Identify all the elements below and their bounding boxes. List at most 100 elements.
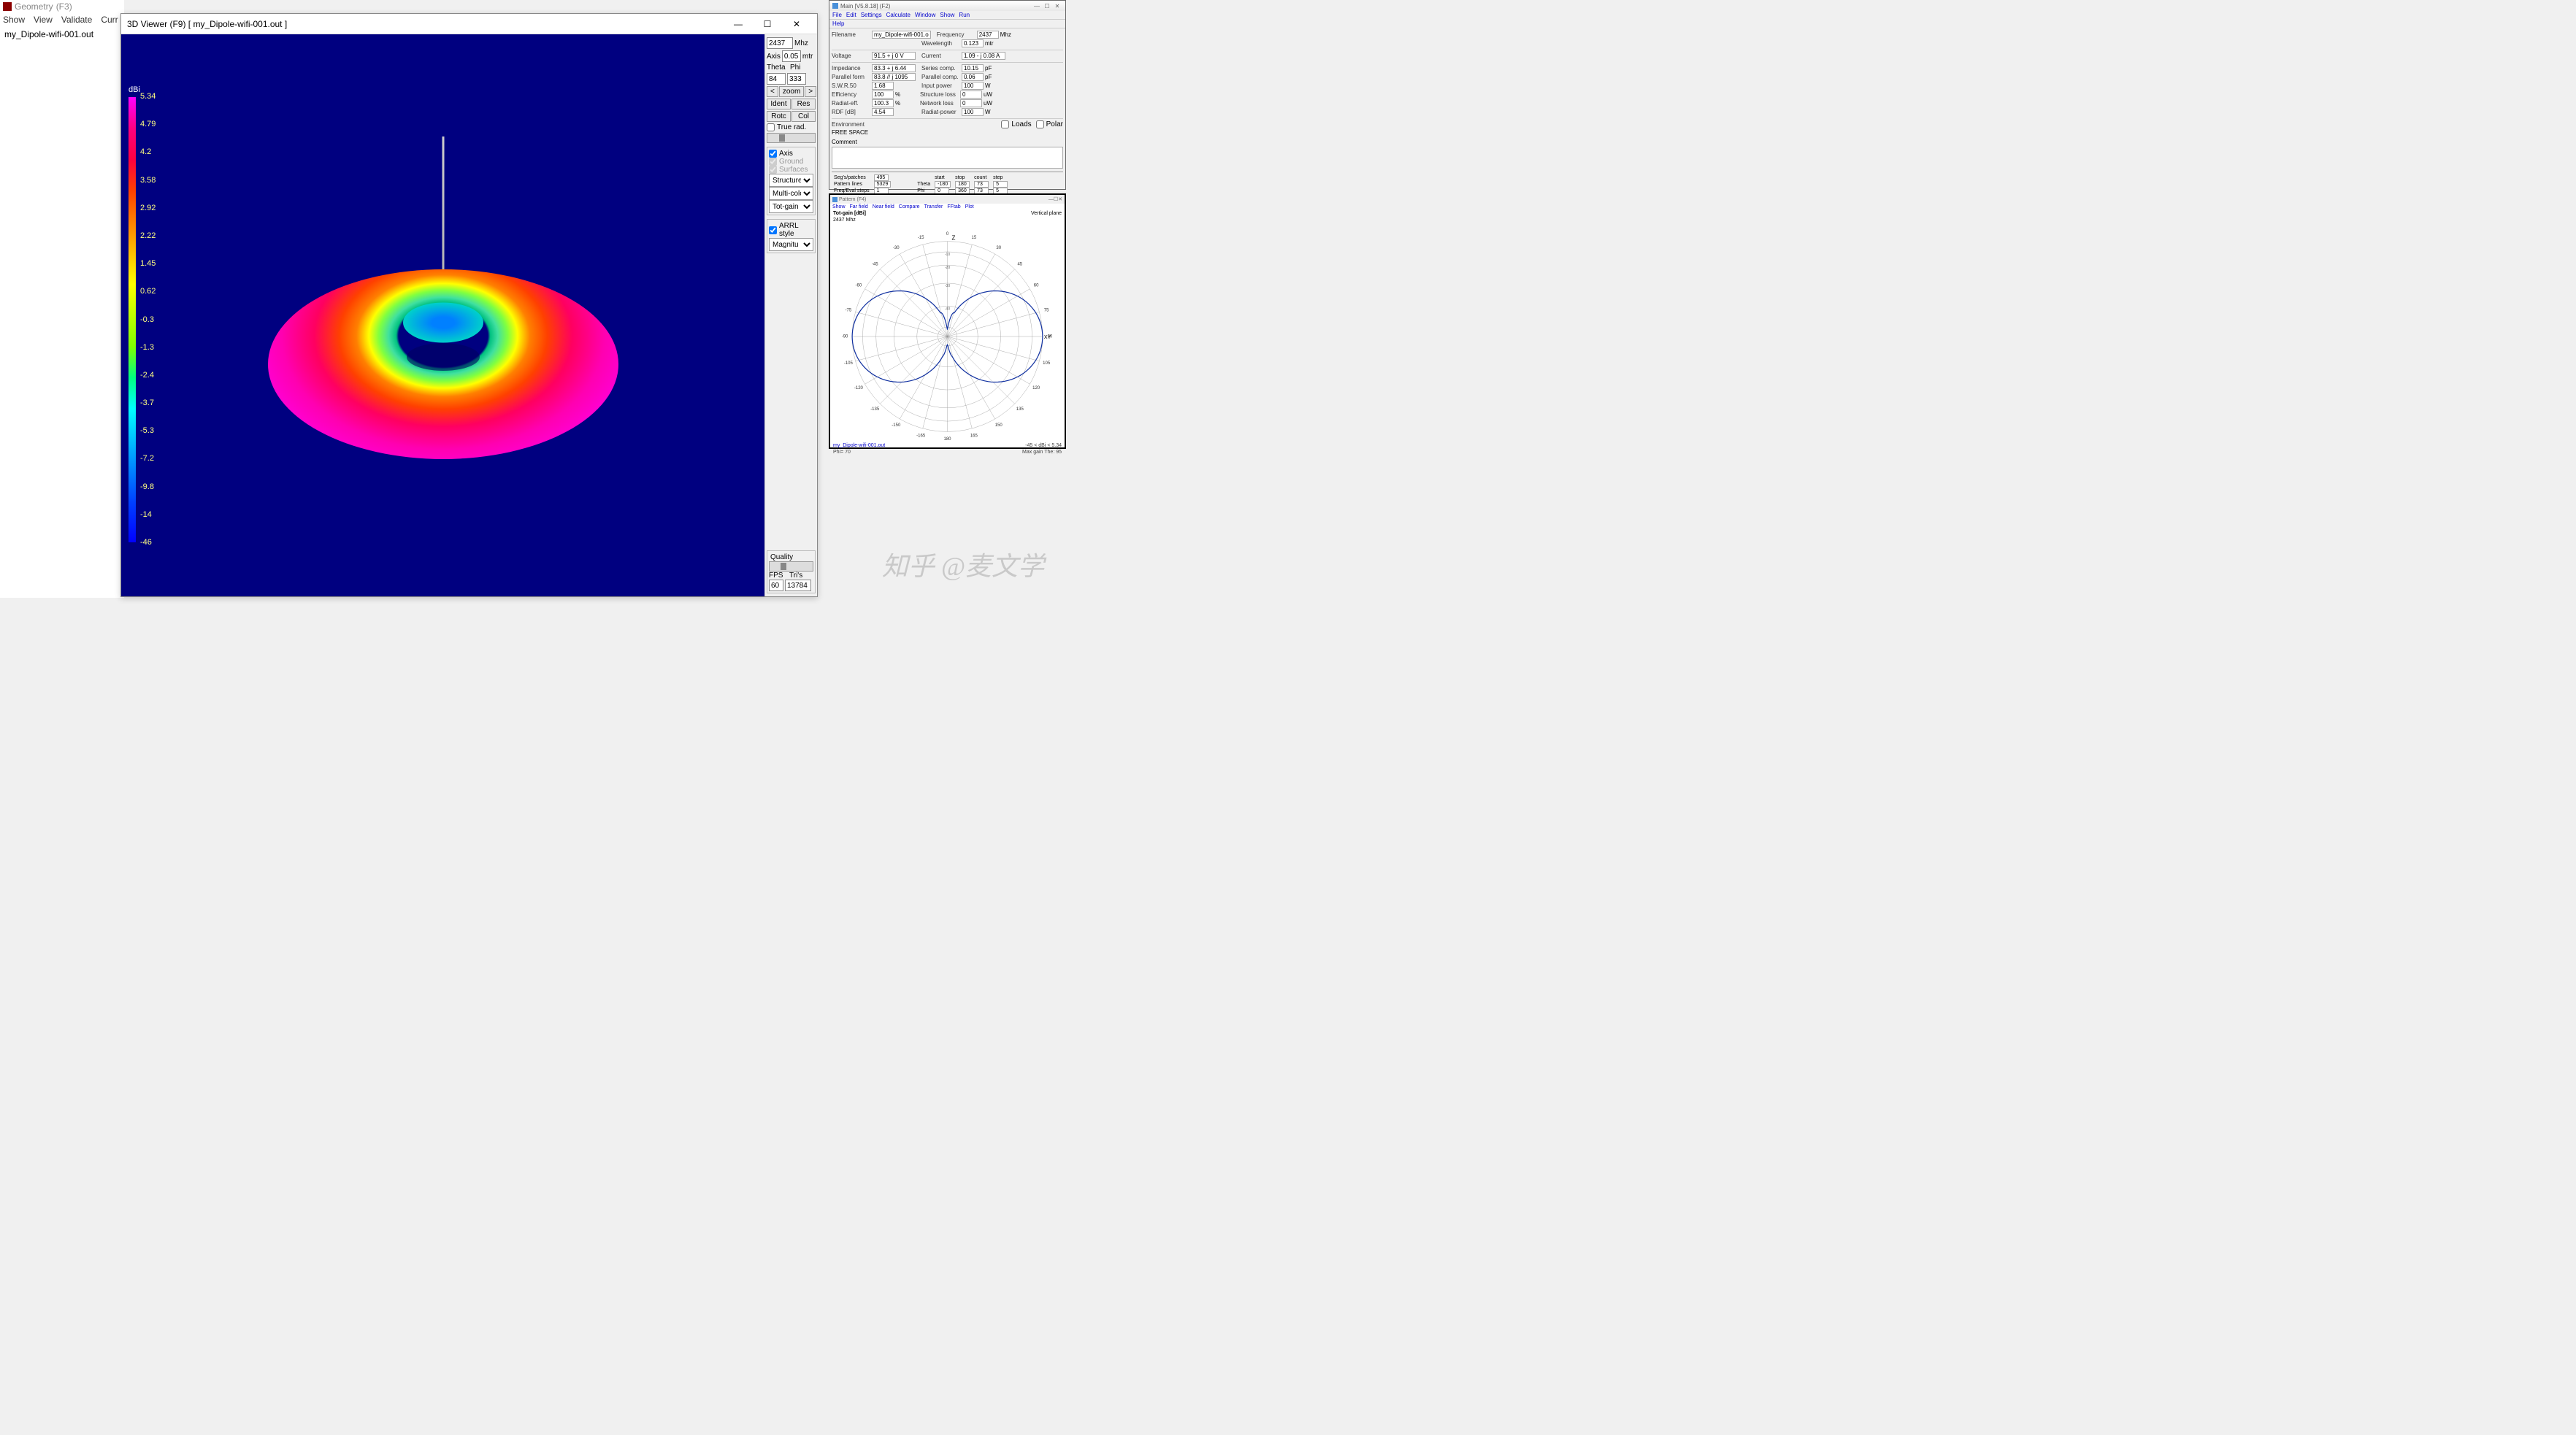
comment-textarea[interactable]: [832, 147, 1063, 169]
structure-loss-unit: uW: [984, 91, 992, 98]
main-minimize-button[interactable]: —: [1032, 3, 1042, 9]
main-menu-help[interactable]: Help: [832, 20, 844, 27]
main-close-button[interactable]: ✕: [1052, 3, 1062, 9]
col-button[interactable]: Col: [791, 111, 816, 122]
truerad-checkbox[interactable]: [767, 123, 775, 131]
svg-text:60: 60: [1034, 283, 1039, 288]
zoom-in-button[interactable]: >: [805, 86, 816, 97]
parallel-comp-label: Parallel comp.: [921, 74, 962, 80]
quality-slider[interactable]: [769, 561, 813, 572]
frequency-unit: Mhz: [1000, 31, 1011, 38]
scale-value: 2.22: [140, 232, 156, 240]
arrl-checkbox[interactable]: [769, 226, 777, 234]
main-menu-calculate[interactable]: Calculate: [886, 12, 911, 18]
geometry-menu-validate[interactable]: Validate: [61, 15, 92, 25]
pattern-menu-fftab[interactable]: FFtab: [947, 204, 960, 209]
pattern-menu-nearfield[interactable]: Near field: [873, 204, 894, 209]
voltage-label: Voltage: [832, 53, 872, 59]
frequency-label: Frequency: [937, 31, 977, 38]
pattern-close-button[interactable]: ✕: [1058, 196, 1062, 202]
pattern-menu-plot[interactable]: Plot: [965, 204, 974, 209]
svg-text:-15: -15: [918, 236, 924, 240]
swr-value: 1.68: [872, 82, 894, 90]
main-menu-settings[interactable]: Settings: [861, 12, 882, 18]
torus-top-lobe: [403, 303, 483, 343]
comment-section: Comment: [832, 139, 1063, 169]
current-label: Current: [921, 53, 962, 59]
arrl-checkbox-row[interactable]: ARRL style: [769, 222, 813, 238]
radiat-power-unit: W: [985, 109, 991, 115]
fps-tris-labels: FPS Tri's: [769, 572, 813, 580]
main-menu-run[interactable]: Run: [959, 12, 970, 18]
environment-value: FREE SPACE: [832, 129, 897, 136]
svg-text:120: 120: [1032, 386, 1040, 391]
input-power-value: 100: [962, 82, 984, 90]
svg-text:45: 45: [1017, 262, 1022, 266]
theta-input[interactable]: [767, 73, 786, 85]
color-scale: dBi 5.344.794.23.582.922.221.450.62-0.3-…: [129, 85, 158, 542]
filename-row: Filename my_Dipole-wifi-001.o Frequency …: [832, 31, 1063, 39]
truerad-checkbox-row[interactable]: True rad.: [767, 123, 816, 131]
wavelength-row: Wavelength 0.123 mtr: [832, 39, 1063, 47]
scale-value: 1.45: [140, 260, 156, 268]
radiat-power-label: Radiat-power: [921, 109, 962, 115]
geometry-menu-curr[interactable]: Curr: [101, 15, 118, 25]
polar-checkbox[interactable]: [1036, 120, 1044, 128]
zoom-label-button[interactable]: zoom: [779, 86, 804, 97]
svg-text:-30: -30: [945, 284, 950, 288]
magnitude-select[interactable]: Magnitu: [769, 238, 813, 251]
res-button[interactable]: Res: [791, 99, 816, 109]
close-button[interactable]: ✕: [782, 15, 811, 34]
radiat-eff-value: 100.3: [872, 99, 894, 107]
totgain-select[interactable]: Tot-gain: [769, 200, 813, 213]
axis-input[interactable]: [782, 50, 801, 62]
main-menu-edit[interactable]: Edit: [846, 12, 856, 18]
input-power-unit: W: [985, 82, 991, 89]
geometry-menu-view[interactable]: View: [34, 15, 53, 25]
main-menu-window[interactable]: Window: [915, 12, 935, 18]
main-maximize-button[interactable]: ☐: [1042, 3, 1052, 9]
pattern-menu-compare[interactable]: Compare: [899, 204, 920, 209]
minimize-button[interactable]: —: [724, 15, 753, 34]
frequency-value[interactable]: 2437: [977, 31, 999, 39]
geometry-filename[interactable]: my_Dipole-wifi-001.out: [0, 26, 124, 42]
multicolor-select[interactable]: Multi-colo: [769, 187, 813, 200]
structure-select[interactable]: Structure: [769, 174, 813, 187]
svg-text:135: 135: [1016, 407, 1024, 412]
ident-button[interactable]: Ident: [767, 99, 791, 109]
viewer-3d-canvas[interactable]: dBi 5.344.794.23.582.922.221.450.62-0.3-…: [121, 34, 764, 596]
truerad-slider[interactable]: [767, 133, 816, 143]
pattern-menu-show[interactable]: Show: [832, 204, 846, 209]
main-menu-show[interactable]: Show: [940, 12, 954, 18]
axis-checkbox[interactable]: [769, 150, 777, 158]
scale-value: -0.3: [140, 316, 156, 324]
pattern-menu-farfield[interactable]: Far field: [850, 204, 868, 209]
scale-value-labels: 5.344.794.23.582.922.221.450.62-0.3-1.3-…: [140, 93, 156, 547]
freq-input[interactable]: [767, 37, 793, 49]
rotc-button[interactable]: Rotc: [767, 111, 791, 122]
geometry-menu-show[interactable]: Show: [3, 15, 25, 25]
maximize-button[interactable]: ☐: [753, 15, 782, 34]
parallel-value: 83.8 // j 1095: [872, 73, 916, 81]
pattern-menu-transfer[interactable]: Transfer: [924, 204, 943, 209]
phi-input[interactable]: [787, 73, 806, 85]
scale-value: 4.2: [140, 148, 156, 156]
geometry-title-key: (F3): [56, 1, 72, 12]
axis-checkbox-row[interactable]: Axis: [769, 150, 813, 158]
svg-text:-45: -45: [872, 262, 878, 266]
pattern-polar-canvas[interactable]: 0153045607590105120135150165180-165-150-…: [830, 223, 1065, 442]
scale-value: 0.62: [140, 288, 156, 296]
main-titlebar[interactable]: Main [V5.8.18] (F2) — ☐ ✕: [829, 1, 1065, 11]
main-menu-file[interactable]: File: [832, 12, 842, 18]
arrl-label: ARRL style: [779, 222, 813, 238]
loads-checkbox[interactable]: [1001, 120, 1009, 128]
viewer-titlebar[interactable]: 3D Viewer (F9) [ my_Dipole-wifi-001.out …: [121, 14, 817, 34]
loads-checkbox-row[interactable]: Loads: [1001, 120, 1031, 128]
svg-text:-10: -10: [945, 253, 950, 257]
filename-value[interactable]: my_Dipole-wifi-001.o: [872, 31, 931, 39]
polar-checkbox-row[interactable]: Polar: [1036, 120, 1063, 128]
pattern-titlebar[interactable]: Pattern (F4) — ☐ ✕: [830, 195, 1065, 204]
svg-text:Z: Z: [952, 235, 956, 242]
pattern-minimize-button[interactable]: —: [1049, 197, 1054, 202]
zoom-out-button[interactable]: <: [767, 86, 778, 97]
